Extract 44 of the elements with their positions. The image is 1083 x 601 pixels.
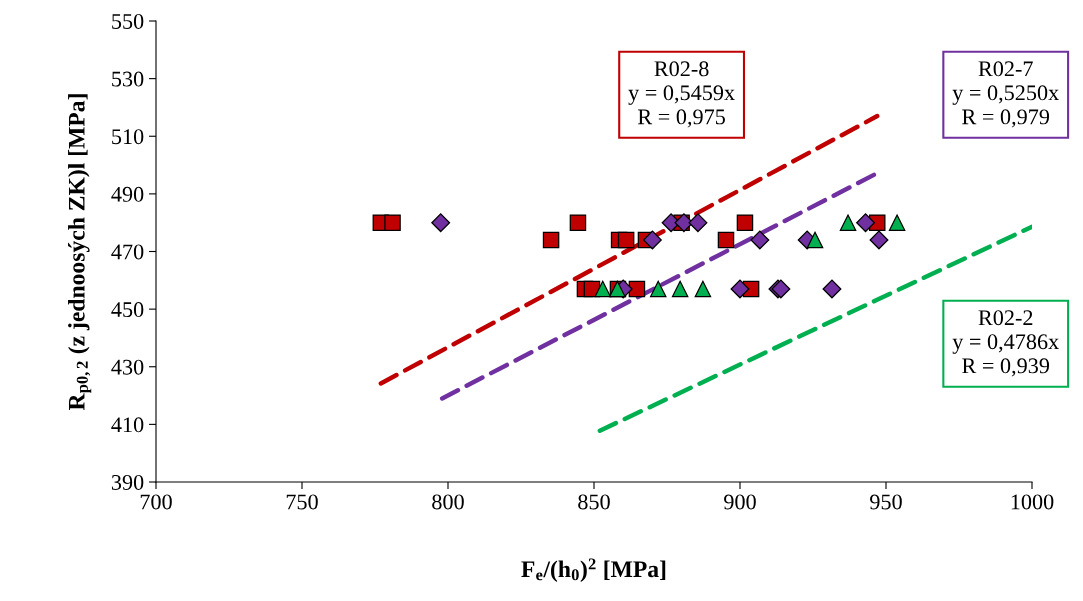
point [594,280,612,298]
point [856,213,876,233]
x-axis-title: F$_{e}$/(h$_{0}$)$^{2}$ [MPa] [521,558,666,582]
annotation: R02-8 y = 0,5459x R = 0,975 [628,61,735,128]
y-tick-label: 470 [111,244,144,260]
y-tick-label: 490 [111,186,144,202]
annotation: R02-7 y = 0,5250x R = 0,979 [952,61,1059,128]
point [806,231,824,249]
point [730,279,750,299]
y-tick-label: 550 [112,13,144,29]
point [542,231,560,249]
x-tick-label: 800 [432,494,464,510]
point [888,214,906,231]
point [822,279,842,299]
y-axis-title: R$_{p0,2}$ (z jednoosých ZK)l [MPa] [68,94,92,411]
x-tick-label: 900 [724,494,756,510]
y-tick-label: 430 [111,359,144,375]
x-tick-label: 750 [286,494,318,510]
y-tick-label: 450 [111,302,144,318]
y-tick-label: 410 [111,417,144,433]
point [617,231,635,249]
point [642,230,662,250]
x-tick-label: 1000 [1011,494,1054,510]
x-tick-label: 950 [870,494,902,510]
point [736,214,754,231]
point [717,231,735,249]
x-tick-label: 700 [140,494,172,510]
point [839,214,857,231]
x-tick-label: 850 [578,494,610,510]
point [869,230,889,250]
point [671,280,689,298]
point [384,214,401,231]
point [694,280,712,298]
point [649,280,667,298]
point [688,213,708,233]
y-tick-label: 390 [111,474,144,490]
point [569,214,587,231]
point [431,213,451,233]
point [674,213,694,233]
annotation: R02-2 y = 0,4786x R = 0,939 [952,310,1059,377]
point [628,280,646,298]
y-tick-label: 510 [112,129,144,145]
point [750,230,770,250]
y-tick-label: 530 [112,71,144,87]
